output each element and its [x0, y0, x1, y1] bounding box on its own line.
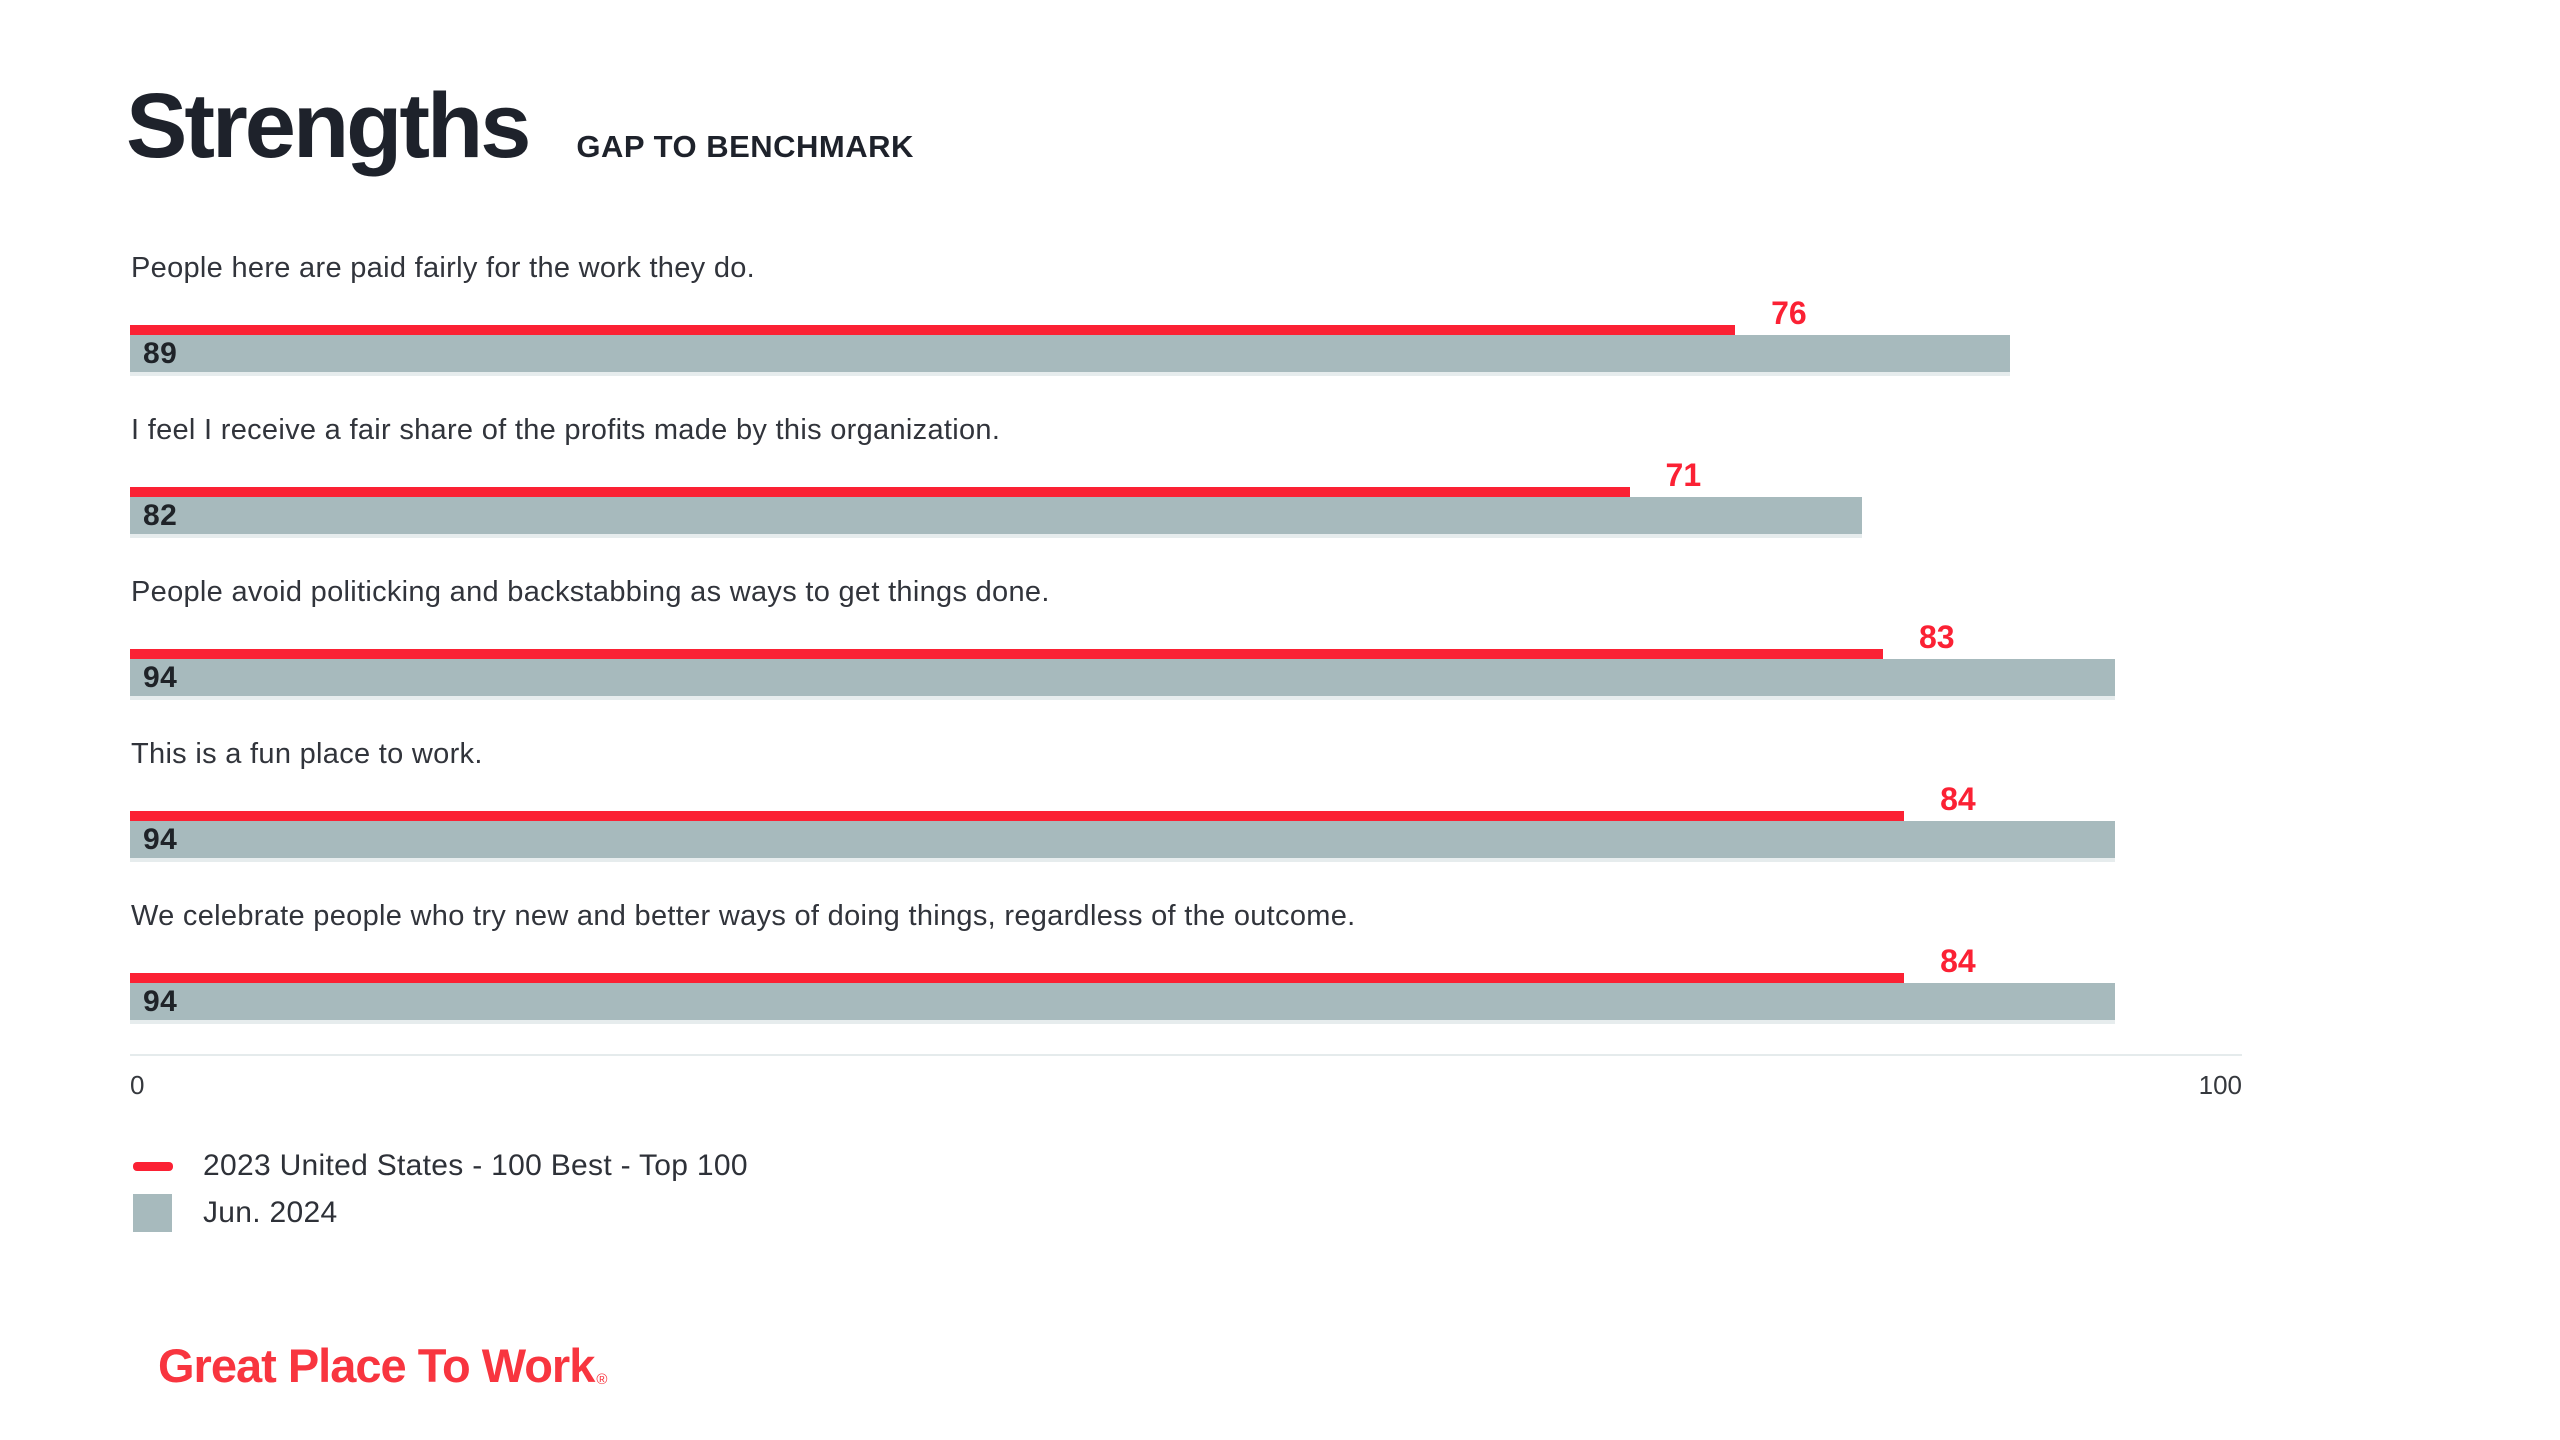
current-bar: 94: [130, 821, 2116, 858]
current-swatch-icon: [133, 1194, 172, 1232]
current-value-label: 89: [143, 336, 178, 370]
statement-label: I feel I receive a fair share of the pro…: [131, 414, 1001, 446]
statement-label: We celebrate people who try new and bett…: [131, 900, 1356, 932]
statement-label: People here are paid fairly for the work…: [131, 252, 756, 284]
benchmark-bar: [130, 487, 1630, 497]
bar-group: 84 94: [130, 943, 2242, 1020]
bar-chart: People here are paid fairly for the work…: [130, 252, 2242, 1062]
benchmark-value-label: 84: [1940, 943, 1976, 979]
chart-row: We celebrate people who try new and bett…: [130, 900, 2242, 1062]
legend-label-current: Jun. 2024: [203, 1196, 338, 1229]
x-axis-max-label: 100: [2198, 1070, 2242, 1100]
registered-mark: ®: [596, 1371, 608, 1388]
x-axis: 0 100: [130, 1054, 2242, 1101]
chart-legend: 2023 United States - 100 Best - Top 100 …: [133, 1146, 748, 1233]
current-value-label: 82: [143, 498, 178, 532]
great-place-to-work-logo: Great Place To Work ®: [158, 1338, 608, 1393]
benchmark-bar: [130, 973, 1905, 983]
page-title: Strengths: [126, 75, 531, 177]
page-subtitle: GAP TO BENCHMARK: [576, 129, 914, 164]
statement-label: People avoid politicking and backstabbin…: [131, 576, 1050, 608]
current-value-label: 94: [143, 984, 178, 1018]
current-bar: 89: [130, 335, 2010, 372]
benchmark-value-label: 83: [1918, 619, 1955, 655]
current-value-label: 94: [143, 660, 178, 694]
bar-group: 76 89: [130, 295, 2242, 372]
legend-label-benchmark: 2023 United States - 100 Best - Top 100: [203, 1149, 748, 1182]
bar-group: 83 94: [130, 619, 2242, 696]
current-value-label: 94: [143, 822, 178, 856]
chart-row: People avoid politicking and backstabbin…: [130, 576, 2242, 738]
benchmark-swatch-icon: [133, 1161, 173, 1171]
benchmark-bar: [130, 811, 1905, 821]
legend-item-current: Jun. 2024: [133, 1193, 748, 1233]
bar-group: 71 82: [130, 457, 2242, 534]
benchmark-bar: [130, 325, 1736, 335]
benchmark-value-label: 84: [1940, 781, 1976, 817]
bar-group: 84 94: [130, 781, 2242, 858]
chart-row: I feel I receive a fair share of the pro…: [130, 414, 2242, 576]
current-bar: 94: [130, 659, 2116, 696]
x-axis-labels: 0 100: [130, 1070, 2242, 1101]
benchmark-value-label: 76: [1771, 295, 1807, 331]
current-bar: 94: [130, 983, 2116, 1020]
x-axis-min-label: 0: [130, 1070, 145, 1100]
statement-label: This is a fun place to work.: [131, 738, 483, 770]
legend-item-benchmark: 2023 United States - 100 Best - Top 100: [133, 1146, 748, 1186]
logo-text: Great Place To Work: [158, 1339, 595, 1392]
current-bar: 82: [130, 497, 1862, 534]
chart-row: People here are paid fairly for the work…: [130, 252, 2242, 414]
chart-row: This is a fun place to work. 84 94: [130, 738, 2242, 900]
page-header: Strengths GAP TO BENCHMARK: [126, 78, 914, 175]
benchmark-value-label: 71: [1665, 457, 1702, 493]
benchmark-bar: [130, 649, 1883, 659]
